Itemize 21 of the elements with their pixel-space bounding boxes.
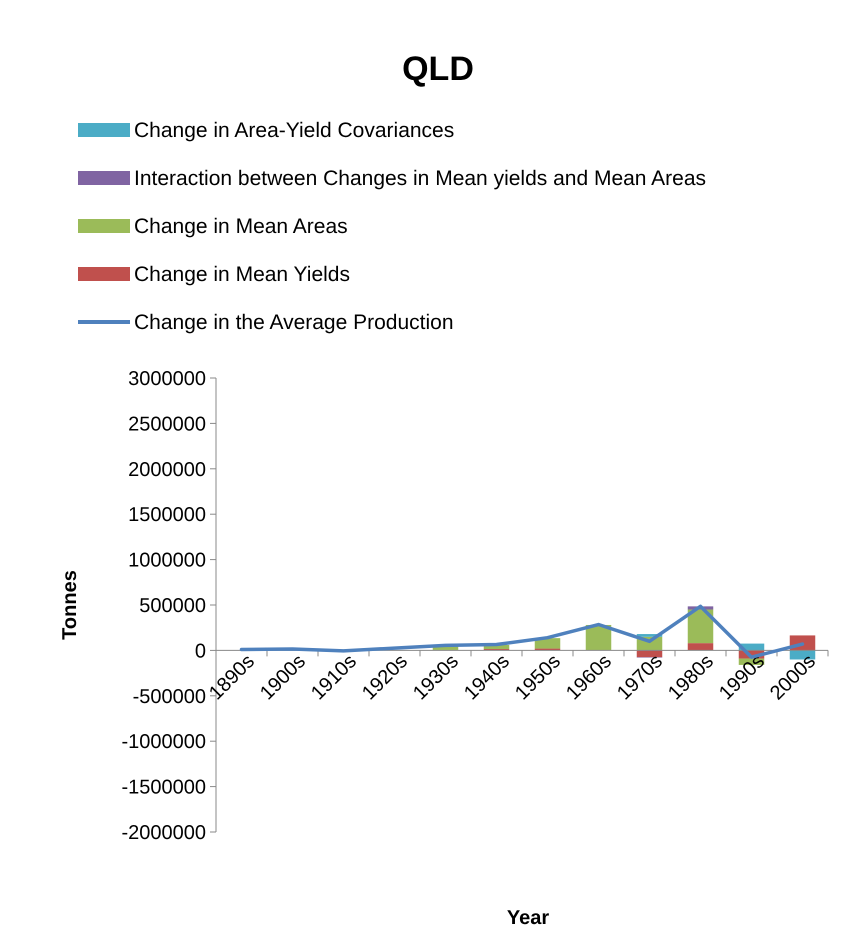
x-axis-title: Year (506, 907, 550, 929)
y-tick-label: -1000000 (121, 731, 206, 754)
y-tick-label: 1000000 (128, 550, 206, 572)
bar (688, 643, 714, 650)
y-tick-label: 2000000 (128, 458, 206, 481)
chart-title: QLD (402, 50, 474, 88)
y-tick-label: 3000000 (128, 368, 206, 390)
y-tick-label: -2000000 (121, 822, 206, 844)
legend-label: Change in the Average Production (134, 311, 454, 334)
legend-label: Change in Area-Yield Covariances (134, 119, 454, 142)
y-axis-title: Tonnes (59, 570, 81, 640)
bar (688, 610, 714, 644)
y-tick-label: 2500000 (128, 413, 206, 436)
y-tick-label: 1500000 (128, 504, 206, 526)
legend-label: Change in Mean Yields (134, 263, 350, 286)
legend-label: Change in Mean Areas (134, 215, 348, 238)
y-tick-label: 500000 (139, 595, 206, 617)
y-tick-label: -500000 (132, 686, 206, 708)
y-tick-label: -1500000 (121, 776, 206, 799)
legend-label: Interaction between Changes in Mean yields and Mean Areas (134, 167, 706, 190)
y-tick-label: 0 (194, 640, 206, 662)
